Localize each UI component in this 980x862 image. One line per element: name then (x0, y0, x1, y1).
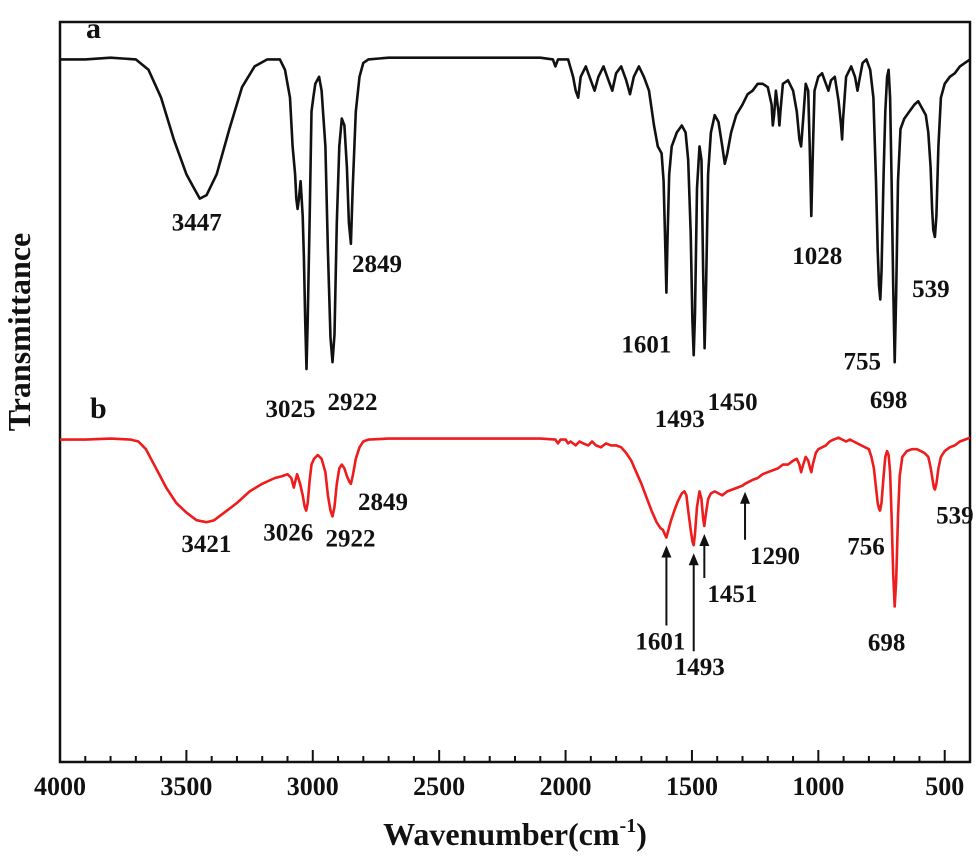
peak-label-b-3026: 3026 (263, 520, 313, 547)
panel-label-a: a (86, 12, 101, 45)
x-axis-tick-labels: 4000 3500 3000 2500 2000 1500 1000 500 (34, 772, 964, 801)
peak-label-b-1290: 1290 (750, 543, 800, 570)
peak-label-a-755: 755 (844, 349, 882, 376)
peak-label-b-1451: 1451 (707, 581, 757, 608)
panel-label-b: b (90, 392, 107, 425)
peak-label-b-2922: 2922 (325, 525, 375, 552)
peak-label-a-3447: 3447 (172, 210, 222, 237)
x-tick-label: 3000 (287, 772, 339, 801)
peak-arrow-head (688, 553, 699, 566)
series-line-a (60, 56, 971, 371)
x-tick-label: 1000 (792, 772, 844, 801)
peak-label-a-698: 698 (870, 387, 908, 414)
x-axis-ticks (59, 750, 971, 762)
peak-arrow-head (740, 491, 751, 504)
series-line-b (60, 436, 971, 608)
peak-label-a-1601: 1601 (621, 332, 671, 359)
peak-label-a-1028: 1028 (792, 243, 842, 270)
x-tick-label: 3500 (160, 772, 212, 801)
peak-label-b-2849: 2849 (358, 489, 408, 516)
peak-arrow-head (699, 534, 710, 546)
x-tick-label: 500 (925, 772, 964, 801)
peak-arrow-head (661, 545, 672, 558)
peak-label-a-539: 539 (912, 276, 950, 303)
peak-label-a-1493: 1493 (655, 406, 705, 433)
peak-label-a-3025: 3025 (265, 396, 315, 423)
x-tick-label: 2000 (540, 772, 592, 801)
peak-label-b-698: 698 (868, 630, 906, 657)
plot-frame (58, 20, 972, 764)
peak-label-b-3421: 3421 (181, 531, 231, 558)
y-axis-title: Transmittance (1, 233, 37, 431)
x-tick-label: 2500 (413, 772, 465, 801)
peak-label-a-1450: 1450 (708, 389, 758, 416)
peak-label-a-2849: 2849 (352, 251, 402, 278)
x-tick-label: 1500 (666, 772, 718, 801)
peak-label-b-756: 756 (847, 534, 885, 561)
peak-label-a-2922: 2922 (327, 389, 377, 416)
peak-label-b-539: 539 (936, 503, 974, 530)
peak-label-b-1601: 1601 (635, 629, 685, 656)
x-axis-title: Wavenumber(cm-1) (383, 815, 647, 852)
series-layer (60, 56, 971, 608)
peak-label-b-1493: 1493 (675, 654, 725, 681)
x-tick-label: 4000 (34, 772, 86, 801)
